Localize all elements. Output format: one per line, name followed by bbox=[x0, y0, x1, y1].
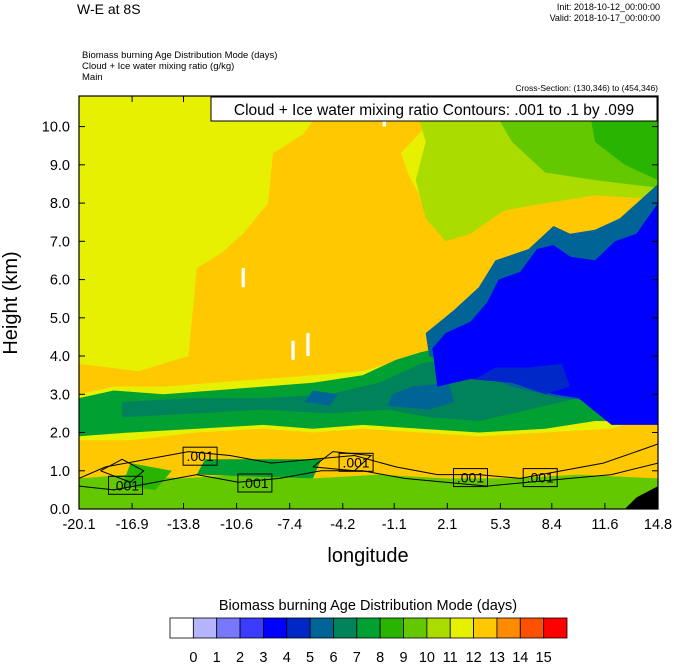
contour-loop-1 bbox=[100, 458, 145, 483]
colorbar: 0 1 2 3 4 5 6 7 8 9 10 11 12 13 14 15 bbox=[169, 617, 568, 666]
contour-label-group: .001 .001 .001 .001 .001 .001 bbox=[108, 446, 558, 495]
contour-annotation-box bbox=[210, 96, 658, 122]
colorbar-swatch-5 bbox=[286, 617, 311, 639]
region-surface-green-3 bbox=[196, 459, 322, 479]
x-tick-label-11: 14.8 bbox=[644, 517, 672, 533]
white-gap-3 bbox=[291, 340, 295, 360]
colorbar-title: Biomass burning Age Distribution Mode (d… bbox=[219, 598, 517, 614]
contour-label-box-3 bbox=[237, 473, 273, 493]
region-blue-east bbox=[432, 203, 658, 425]
colorbar-label-5: 5 bbox=[306, 650, 314, 666]
contour-label-4: .001 bbox=[342, 454, 369, 470]
subtitle-line-3: Main bbox=[82, 72, 103, 83]
y-tick-label-4: 4.0 bbox=[50, 349, 70, 365]
colorbar-swatch-14 bbox=[496, 617, 521, 639]
contour-label-box-4 bbox=[338, 452, 374, 472]
contour-label-2: .001 bbox=[186, 448, 213, 464]
colorbar-label-10: 10 bbox=[419, 650, 435, 666]
colorbar-swatch-15 bbox=[519, 617, 545, 639]
y-tick-label-5: 5.0 bbox=[50, 311, 70, 327]
y-tick-label-7: 7.0 bbox=[50, 234, 70, 250]
colorbar-label-2: 2 bbox=[236, 650, 244, 666]
heatmap-field bbox=[79, 96, 658, 509]
region-surface-green-2 bbox=[122, 463, 172, 490]
x-tick-label-9: 8.4 bbox=[542, 517, 562, 533]
colorbar-swatch-9 bbox=[379, 617, 404, 639]
subtitle-line-2: Cloud + Ice water mixing ratio (g/kg) bbox=[82, 61, 235, 72]
y-tick-label-3: 3.0 bbox=[50, 387, 70, 403]
y-tick-label-6: 6.0 bbox=[50, 273, 70, 289]
y-tick-label-10: 10.0 bbox=[42, 120, 70, 136]
y-tick-label-9: 9.0 bbox=[50, 158, 70, 174]
colorbar-label-6: 6 bbox=[329, 650, 337, 666]
colorbar-label-11: 11 bbox=[443, 650, 458, 666]
init-time: Init: 2018-10-12_00:00:00 bbox=[556, 2, 660, 12]
colorbar-swatch-11 bbox=[426, 617, 451, 639]
x-tick-label-7: 2.1 bbox=[437, 517, 457, 533]
contour-loop-2 bbox=[312, 451, 373, 472]
contour-label-box-6 bbox=[522, 468, 558, 488]
colorbar-swatch-3 bbox=[239, 617, 264, 639]
x-tick-label-2: -13.8 bbox=[167, 517, 200, 533]
colorbar-label-3: 3 bbox=[259, 650, 267, 666]
plot-frame bbox=[78, 95, 659, 510]
colorbar-swatch-10 bbox=[403, 617, 428, 639]
x-tick-label-6: -1.1 bbox=[382, 517, 407, 533]
contour-label-1: .001 bbox=[112, 477, 139, 493]
valid-time: Valid: 2018-10-17_00:00:00 bbox=[549, 13, 660, 23]
colorbar-swatch-2 bbox=[216, 617, 241, 639]
y-tick-label-8: 8.0 bbox=[50, 196, 70, 212]
colorbar-label-12: 12 bbox=[466, 650, 482, 666]
region-teal-pocket-1 bbox=[387, 382, 454, 410]
colorbar-label-8: 8 bbox=[376, 650, 384, 666]
colorbar-swatch-7 bbox=[333, 617, 358, 639]
y-tick-label-2: 2.0 bbox=[50, 426, 70, 442]
white-gap-2 bbox=[306, 333, 310, 356]
colorbar-swatch-4 bbox=[263, 617, 288, 639]
region-darkblue-pocket bbox=[475, 363, 571, 395]
x-tick-label-3: -10.6 bbox=[220, 517, 253, 533]
region-teal-pocket-2 bbox=[304, 390, 338, 406]
contour-annotation: Cloud + Ice water mixing ratio Contours:… bbox=[234, 102, 634, 119]
cross-section-label: Cross-Section: (130,346) to (454,346) bbox=[515, 83, 658, 93]
colorbar-label-7: 7 bbox=[353, 650, 361, 666]
chart-title: W-E at 8S bbox=[77, 1, 141, 17]
contour-label-box-2 bbox=[182, 446, 218, 466]
contour-label-6: .001 bbox=[527, 470, 554, 486]
x-tick-label-1: -16.9 bbox=[116, 517, 149, 533]
contour-label-3: .001 bbox=[241, 475, 268, 491]
colorbar-swatch-12 bbox=[449, 617, 474, 639]
colorbar-label-14: 14 bbox=[512, 650, 528, 666]
colorbar-label-9: 9 bbox=[399, 650, 407, 666]
x-tick-label-4: -7.4 bbox=[277, 517, 302, 533]
x-tick-label-0: -20.1 bbox=[62, 517, 95, 533]
x-tick-label-5: -4.2 bbox=[330, 517, 355, 533]
colorbar-label-13: 13 bbox=[489, 650, 505, 666]
colorbar-swatch-8 bbox=[356, 617, 381, 639]
white-gap-1 bbox=[241, 268, 245, 288]
region-surface-dark bbox=[624, 486, 658, 509]
contour-line-upper bbox=[79, 443, 658, 479]
subtitle-line-1: Biomass burning Age Distribution Mode (d… bbox=[82, 50, 278, 61]
x-tick-label-10: 11.6 bbox=[591, 517, 618, 533]
contour-label-box-5 bbox=[453, 468, 488, 488]
colorbar-swatch-13 bbox=[473, 617, 498, 639]
colorbar-swatch-1 bbox=[192, 617, 218, 639]
contour-label-box-1 bbox=[108, 475, 143, 495]
axes-group: -20.1 -16.9 -13.8 -10.6 -7.4 -4.2 -1.1 2.1 5.3 8.… bbox=[42, 96, 672, 533]
y-tick-label-1: 1.0 bbox=[50, 464, 70, 480]
y-tick-label-0: 0.0 bbox=[50, 502, 70, 518]
x-tick-label-8: 5.3 bbox=[490, 517, 510, 533]
y-axis-label: Height (km) bbox=[0, 251, 22, 354]
contour-label-5: .001 bbox=[457, 470, 484, 486]
colorbar-swatch-16 bbox=[543, 617, 568, 639]
colorbar-swatch-6 bbox=[309, 617, 334, 639]
colorbar-label-1: 1 bbox=[213, 650, 221, 666]
x-axis-label: longitude bbox=[327, 545, 408, 567]
colorbar-swatch-0 bbox=[169, 617, 194, 639]
colorbar-label-15: 15 bbox=[536, 650, 552, 666]
colorbar-label-0: 0 bbox=[189, 650, 197, 666]
colorbar-label-4: 4 bbox=[283, 650, 291, 666]
